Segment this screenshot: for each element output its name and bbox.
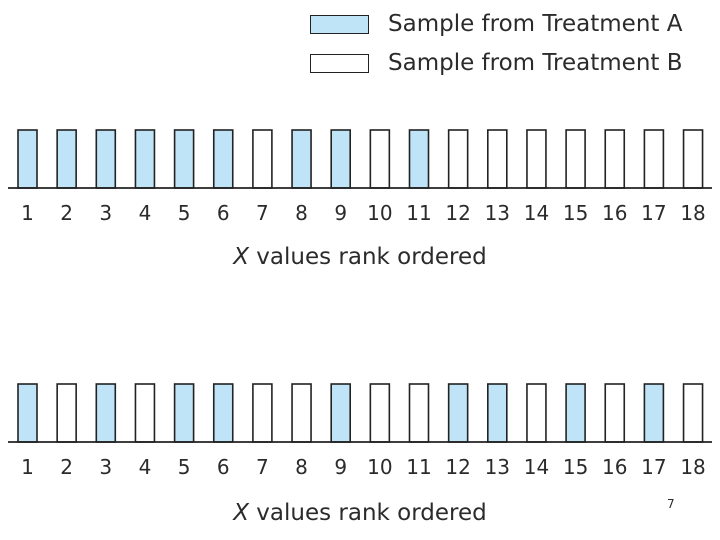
sample-box-treatment-b: [565, 129, 586, 189]
rank-label: 4: [139, 455, 152, 479]
rank-label: 7: [256, 455, 269, 479]
rank-label: 11: [406, 201, 431, 225]
rank-label: 18: [680, 455, 705, 479]
rank-label: 12: [445, 201, 470, 225]
sample-box-treatment-a: [565, 383, 586, 443]
rank-label: 14: [524, 455, 549, 479]
sample-box-treatment-a: [17, 129, 38, 189]
sample-box-treatment-a: [173, 383, 195, 443]
sample-box-treatment-b: [56, 383, 77, 443]
sample-box-treatment-b: [604, 129, 626, 189]
rank-label: 17: [641, 455, 666, 479]
legend-label-treatment-b: Sample from Treatment B: [388, 50, 683, 76]
axis-title-variable: X: [233, 244, 249, 270]
rank-label: 3: [99, 455, 112, 479]
sample-box-treatment-a: [95, 383, 117, 443]
sample-box-treatment-a: [95, 129, 117, 189]
rank-label: 9: [334, 455, 347, 479]
sample-box-treatment-b: [291, 383, 312, 443]
rank-label: 5: [178, 455, 191, 479]
sample-box-treatment-b: [252, 383, 273, 443]
rank-label: 15: [563, 455, 588, 479]
sample-box-treatment-a: [291, 129, 312, 189]
sample-box-treatment-a: [173, 129, 195, 189]
sample-box-treatment-b: [252, 129, 273, 189]
rank-label: 2: [60, 201, 73, 225]
rank-label: 2: [60, 455, 73, 479]
rank-label: 1: [21, 455, 34, 479]
panel-2: 1 2 3 4 5 6 7 8 9 10 11 12 13 14 15 16 17 18: [8, 383, 712, 479]
sample-box-treatment-b: [526, 383, 547, 443]
panel-1: 1 2 3 4 5 6 7 8 9 10 11 12 13 14 15 16 17 18: [8, 129, 712, 225]
axis-title-variable: X: [233, 500, 249, 526]
sample-box-treatment-a: [330, 129, 352, 189]
rank-label: 9: [334, 201, 347, 225]
sample-box-treatment-b: [408, 383, 430, 443]
sample-box-treatment-a: [17, 383, 38, 443]
sample-box-treatment-b: [447, 129, 469, 189]
rank-label: 5: [178, 201, 191, 225]
rank-label: 18: [680, 201, 705, 225]
rank-label: 8: [295, 201, 308, 225]
rank-label: 15: [563, 201, 588, 225]
sample-box-treatment-a: [212, 129, 234, 189]
sample-box-treatment-a: [408, 129, 430, 189]
axis-title-text: values rank ordered: [249, 500, 487, 526]
sample-box-treatment-a: [643, 383, 665, 443]
sample-box-treatment-b: [604, 383, 626, 443]
sample-box-treatment-a: [212, 383, 234, 443]
rank-label: 7: [256, 201, 269, 225]
sample-box-treatment-b: [643, 129, 665, 189]
sample-box-treatment-a: [330, 383, 352, 443]
rank-label: 16: [602, 455, 627, 479]
sample-box-treatment-b: [526, 129, 547, 189]
page-number: 7: [667, 497, 675, 511]
rank-label: 11: [406, 455, 431, 479]
sample-box-treatment-b: [486, 129, 508, 189]
sample-box-treatment-b: [134, 383, 156, 443]
rank-label: 6: [217, 201, 230, 225]
rank-label: 12: [445, 455, 470, 479]
sample-box-treatment-a: [134, 129, 156, 189]
legend-label-treatment-a: Sample from Treatment A: [388, 11, 683, 37]
rank-label: 10: [367, 201, 392, 225]
sample-box-treatment-b: [682, 129, 704, 189]
sample-box-treatment-a: [486, 383, 508, 443]
sample-box-treatment-b: [369, 129, 391, 189]
axis-title-text: values rank ordered: [249, 244, 487, 270]
sample-box-treatment-b: [682, 383, 704, 443]
rank-label: 17: [641, 201, 666, 225]
rank-label: 8: [295, 455, 308, 479]
rank-label: 16: [602, 201, 627, 225]
rank-label: 13: [485, 455, 510, 479]
sample-box-treatment-b: [369, 383, 391, 443]
rank-label: 13: [485, 201, 510, 225]
rank-label: 10: [367, 455, 392, 479]
rank-label: 4: [139, 201, 152, 225]
sample-box-treatment-a: [447, 383, 469, 443]
rank-label: 1: [21, 201, 34, 225]
axis-title-panel-1: X values rank ordered: [0, 246, 720, 269]
rank-label: 14: [524, 201, 549, 225]
rank-label: 6: [217, 455, 230, 479]
axis-title-panel-2: X values rank ordered: [0, 502, 720, 525]
rank-label: 3: [99, 201, 112, 225]
sample-box-treatment-a: [56, 129, 77, 189]
legend-swatch-treatment-a: [310, 15, 369, 34]
legend-swatch-treatment-b: [310, 54, 369, 73]
